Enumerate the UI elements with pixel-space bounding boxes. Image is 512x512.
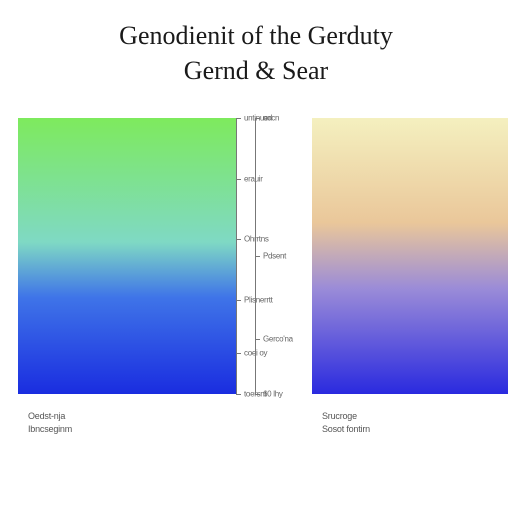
tick: [236, 394, 241, 395]
panels-container: untinuerl erauir Ohrrtns Plisnerrtt coei…: [0, 118, 512, 448]
tick: [236, 118, 241, 119]
tick: [255, 118, 260, 119]
tick: [236, 179, 241, 180]
right-caption: Srucroge Sosot fontirn: [322, 410, 370, 435]
tick-label: oocn: [263, 114, 279, 123]
caption-line: Srucroge: [322, 410, 370, 423]
tick: [236, 300, 241, 301]
tick: [255, 394, 260, 395]
tick-label: Pdsent: [263, 252, 286, 261]
tick-label: Gerco'na: [263, 334, 293, 343]
tick: [255, 339, 260, 340]
tick: [236, 239, 241, 240]
caption-line: Sosot fontirn: [322, 423, 370, 436]
title-block: Genodienit of the Gerduty Gernd & Sear: [0, 0, 512, 88]
page-root: Genodienit of the Gerduty Gernd & Sear u…: [0, 0, 512, 512]
tick-label: 60 lhy: [263, 390, 283, 399]
caption-line: Oedst-nja: [28, 410, 72, 423]
caption-line: Ibncseginm: [28, 423, 72, 436]
title-line-1: Genodienit of the Gerduty: [0, 18, 512, 53]
left-gradient-swatch: [18, 118, 236, 394]
tick: [236, 353, 241, 354]
left-caption: Oedst-nja Ibncseginm: [28, 410, 72, 435]
right-axis: oocn Pdsent Gerco'na 60 lhy: [255, 118, 311, 394]
right-gradient-swatch: [312, 118, 508, 394]
tick: [255, 256, 260, 257]
title-line-2: Gernd & Sear: [0, 53, 512, 88]
